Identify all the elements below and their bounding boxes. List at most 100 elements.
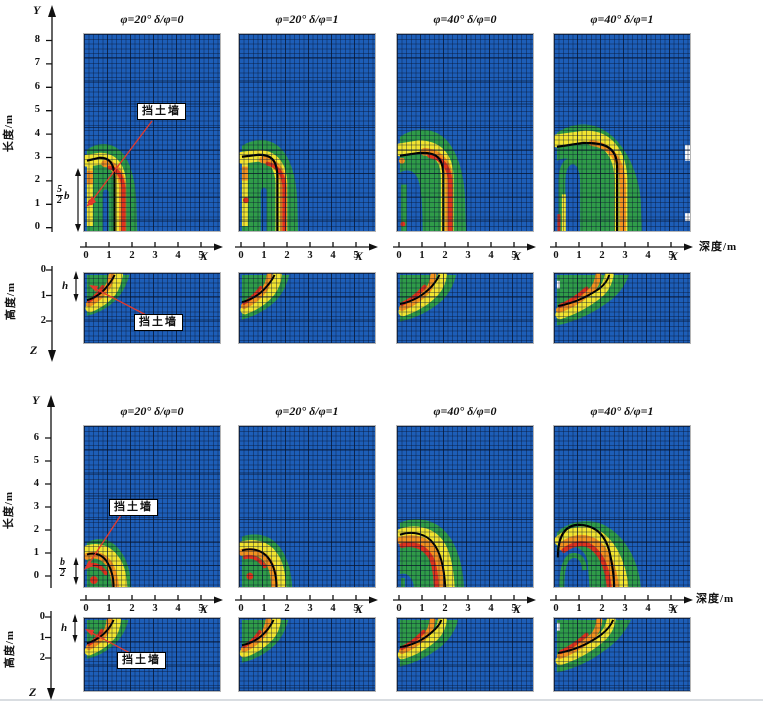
x-tick-label: 1: [419, 603, 425, 614]
x-tick-label: 5: [353, 603, 359, 614]
x-tick-label: 3: [622, 603, 628, 614]
y-axis-arrowhead: [47, 395, 55, 407]
x-tick-label: 4: [330, 603, 336, 614]
dim-arrowhead: [73, 577, 79, 585]
mesh-grid: [397, 34, 533, 231]
z-axis-label: 高度/m: [5, 281, 17, 321]
dim-arrowhead: [73, 557, 79, 565]
x-axis-ticks: 0 1 2 3 4 5: [81, 250, 206, 262]
x-tick-label: 5: [353, 250, 359, 261]
bottom-divider: [0, 699, 763, 701]
y-tick-label: 4: [34, 127, 40, 139]
y-axis-ticks: 6 5 4 3 2 1 0: [23, 432, 39, 582]
retaining-wall-label: 挡土墙: [134, 314, 183, 331]
y-tick-label: 1: [34, 197, 40, 209]
x-axis-lines: [80, 595, 684, 601]
x-tick-label: 4: [645, 603, 651, 614]
heatmap-section-p20-d1: [238, 272, 376, 344]
x-tick-label: 2: [284, 250, 290, 261]
x-tick-label: 3: [622, 250, 628, 261]
heatmap-section-p40-d1: [553, 272, 691, 344]
mesh-grid: [239, 618, 375, 691]
panel-title: φ=40° δ/φ=1: [590, 404, 654, 418]
y-tick-label: 4: [33, 478, 39, 489]
heatmap-plan-p20-d0: [83, 33, 221, 232]
y-axis-label: 长度/m: [3, 113, 15, 153]
x-tick-label: 5: [668, 250, 674, 261]
x-tick-label: 4: [488, 603, 494, 614]
x-tick-label: 4: [645, 250, 651, 261]
heatmap-section-p20-d0: [83, 272, 221, 344]
mesh-grid: [239, 273, 375, 343]
mesh-grid: [397, 426, 533, 587]
y-axis-arrowhead: [48, 5, 56, 17]
panel-title: φ=20° δ/φ=0: [120, 404, 184, 418]
x-tick-label: 3: [152, 603, 158, 614]
heatmap-plan-p20-d1: [238, 425, 376, 588]
y-tick-label: 3: [33, 501, 39, 512]
y-axis-line: [46, 14, 53, 232]
z-tick-label: 0: [39, 611, 45, 622]
x-axis-arrowhead: [527, 243, 536, 251]
x-axis-var: X: [513, 249, 522, 263]
x-axis-var: X: [355, 602, 364, 616]
heatmap-plan-p20-d1: [238, 33, 376, 232]
z-axis-arrowhead: [48, 350, 56, 362]
x-tick-label: 2: [442, 250, 448, 261]
x-tick-label: 0: [553, 250, 559, 261]
mesh-grid: [397, 618, 533, 691]
x-tick-label: 3: [307, 250, 313, 261]
wall-embed-dimension: h: [61, 622, 68, 634]
retaining-wall-label: 挡土墙: [117, 652, 166, 669]
x-tick-label: 2: [284, 603, 290, 614]
dimension-suffix: b: [64, 189, 70, 202]
y-axis-ticks: 8 7 6 5 4 3 2 1 0: [24, 34, 40, 233]
x-tick-label: 2: [599, 603, 605, 614]
x-axis-ticks: 0 1 2 3 4 5: [551, 603, 676, 615]
dim-arrowhead: [73, 271, 79, 279]
x-tick-label: 3: [465, 603, 471, 614]
z-axis-var: Z: [30, 343, 38, 357]
dim-arrowhead: [73, 294, 79, 302]
dimension-arrows: [75, 174, 79, 296]
heatmap-section-p40-d0: [396, 272, 534, 344]
x-tick-label: 1: [261, 250, 267, 261]
panel-title: φ=40° δ/φ=0: [433, 12, 497, 26]
x-axis-var: X: [200, 602, 209, 616]
y-tick-label: 5: [33, 455, 39, 466]
x-axis-arrowhead: [369, 596, 378, 604]
x-tick-label: 5: [198, 603, 204, 614]
x-tick-label: 2: [442, 603, 448, 614]
dim-arrowhead: [72, 614, 78, 622]
x-tick-label: 0: [83, 603, 89, 614]
z-tick-label: 2: [40, 315, 46, 326]
mesh-grid: [397, 273, 533, 343]
x-tick-label: 0: [83, 250, 89, 261]
panel-title: φ=40° δ/φ=1: [590, 12, 654, 26]
x-tick-label: 4: [488, 250, 494, 261]
z-tick-label: 2: [39, 652, 45, 663]
mesh-grid: [239, 426, 375, 587]
x-axis-ticks: 0 1 2 3 4 5: [394, 250, 519, 262]
z-tick-label: 0: [40, 264, 46, 275]
x-axis-ticks: 0 1 2 3 4 5: [236, 250, 361, 262]
x-axis-var: X: [355, 249, 364, 263]
y-tick-label: 1: [33, 547, 39, 558]
x-tick-label: 1: [106, 250, 112, 261]
x-axis-ticks: 0 1 2 3 4 5: [551, 250, 676, 262]
dim-arrowhead: [75, 224, 81, 232]
y-tick-label: 7: [34, 57, 40, 69]
heatmap-plan-p40-d1: [553, 425, 691, 588]
x-axis-var: X: [670, 602, 679, 616]
mesh-grid: [554, 273, 690, 343]
x-tick-label: 2: [129, 603, 135, 614]
heatmap-section-p20-d1: [238, 617, 376, 692]
x-axis-ticks: 0 1 2 3 4 5: [236, 603, 361, 615]
y-tick-label: 0: [34, 221, 40, 232]
heatmap-section-p40-d0: [396, 617, 534, 692]
mesh-grid: [84, 34, 220, 231]
y-tick-label: 8: [34, 34, 40, 45]
